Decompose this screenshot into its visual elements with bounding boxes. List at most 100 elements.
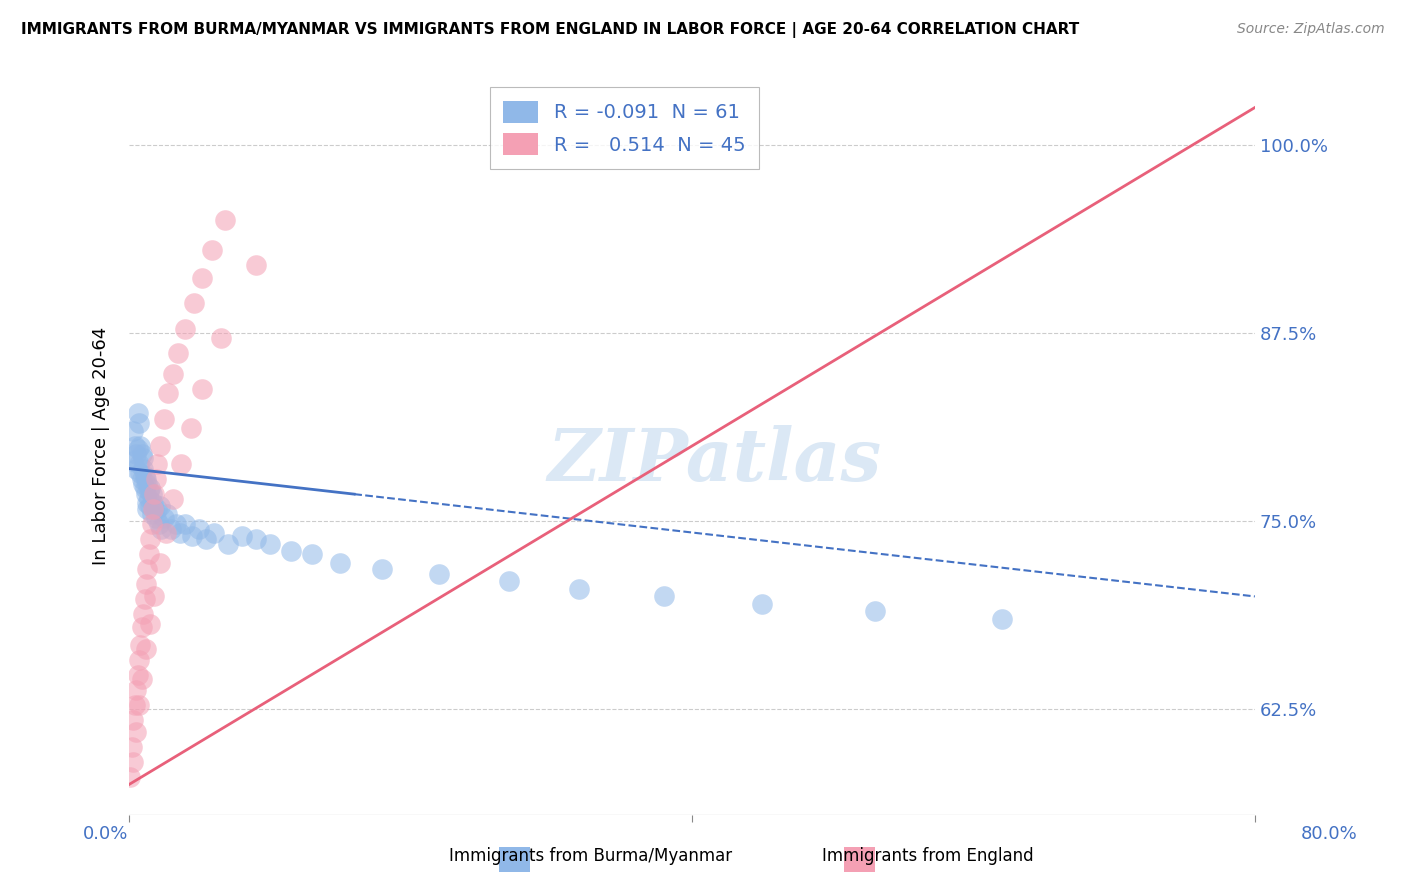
Point — [568, 582, 591, 596]
Point — [127, 442, 149, 456]
Point — [153, 511, 176, 525]
Point — [125, 682, 148, 697]
Point — [136, 496, 159, 510]
Point — [128, 698, 150, 712]
Point — [146, 502, 169, 516]
Point — [201, 244, 224, 258]
Point — [143, 502, 166, 516]
Point — [129, 466, 152, 480]
Point — [128, 457, 150, 471]
Point — [183, 296, 205, 310]
Legend: R = -0.091  N = 61, R =   0.514  N = 45: R = -0.091 N = 61, R = 0.514 N = 45 — [489, 87, 759, 169]
Point — [129, 439, 152, 453]
Point — [131, 672, 153, 686]
Point — [134, 469, 156, 483]
Point — [180, 421, 202, 435]
Point — [174, 321, 197, 335]
Point — [231, 529, 253, 543]
Point — [371, 562, 394, 576]
Point — [153, 412, 176, 426]
Point — [128, 417, 150, 431]
Point — [188, 522, 211, 536]
Point — [174, 517, 197, 532]
Point — [138, 484, 160, 499]
Point — [145, 472, 167, 486]
Point — [280, 544, 302, 558]
Point — [132, 476, 155, 491]
Point — [170, 457, 193, 471]
Point — [131, 619, 153, 633]
Point — [146, 457, 169, 471]
Point — [135, 487, 157, 501]
Point — [139, 533, 162, 547]
Point — [143, 487, 166, 501]
Point — [125, 461, 148, 475]
Point — [157, 386, 180, 401]
Point — [498, 574, 520, 589]
Point — [132, 607, 155, 622]
Point — [134, 481, 156, 495]
Text: 80.0%: 80.0% — [1301, 825, 1357, 843]
Point — [135, 472, 157, 486]
Point — [191, 382, 214, 396]
Point — [135, 577, 157, 591]
Point — [150, 522, 173, 536]
Point — [132, 450, 155, 465]
Point — [139, 499, 162, 513]
Point — [169, 526, 191, 541]
Point — [162, 491, 184, 506]
Point — [202, 526, 225, 541]
Point — [121, 454, 143, 468]
Point — [129, 638, 152, 652]
Point — [138, 491, 160, 506]
Point — [214, 213, 236, 227]
Point — [145, 511, 167, 525]
Point — [652, 590, 675, 604]
Point — [148, 517, 170, 532]
Point — [134, 592, 156, 607]
Point — [863, 605, 886, 619]
Text: Source: ZipAtlas.com: Source: ZipAtlas.com — [1237, 22, 1385, 37]
Text: 0.0%: 0.0% — [83, 825, 128, 843]
Point — [124, 439, 146, 453]
Point — [136, 562, 159, 576]
Point — [149, 499, 172, 513]
Text: Immigrants from England: Immigrants from England — [823, 847, 1033, 865]
Point — [245, 533, 267, 547]
Point — [121, 739, 143, 754]
Point — [122, 424, 145, 438]
Point — [122, 755, 145, 769]
Point — [217, 537, 239, 551]
Point — [165, 517, 187, 532]
Point — [142, 502, 165, 516]
Point — [259, 537, 281, 551]
Text: IMMIGRANTS FROM BURMA/MYANMAR VS IMMIGRANTS FROM ENGLAND IN LABOR FORCE | AGE 20: IMMIGRANTS FROM BURMA/MYANMAR VS IMMIGRA… — [21, 22, 1080, 38]
Point — [132, 461, 155, 475]
Point — [127, 667, 149, 681]
Point — [156, 507, 179, 521]
Point — [125, 446, 148, 460]
Point — [245, 259, 267, 273]
Point — [195, 533, 218, 547]
Point — [301, 547, 323, 561]
Point — [124, 698, 146, 712]
Point — [209, 331, 232, 345]
Point — [131, 446, 153, 460]
Point — [138, 547, 160, 561]
Point — [135, 642, 157, 657]
Point — [120, 770, 142, 784]
Point — [990, 612, 1012, 626]
Point — [142, 496, 165, 510]
Point — [143, 590, 166, 604]
Point — [162, 367, 184, 381]
Text: ZIPatlas: ZIPatlas — [547, 425, 882, 496]
Point — [149, 439, 172, 453]
Point — [139, 616, 162, 631]
Point — [141, 507, 163, 521]
Point — [139, 481, 162, 495]
Point — [149, 557, 172, 571]
Point — [122, 713, 145, 727]
Point — [125, 724, 148, 739]
Point — [127, 406, 149, 420]
Point — [181, 529, 204, 543]
